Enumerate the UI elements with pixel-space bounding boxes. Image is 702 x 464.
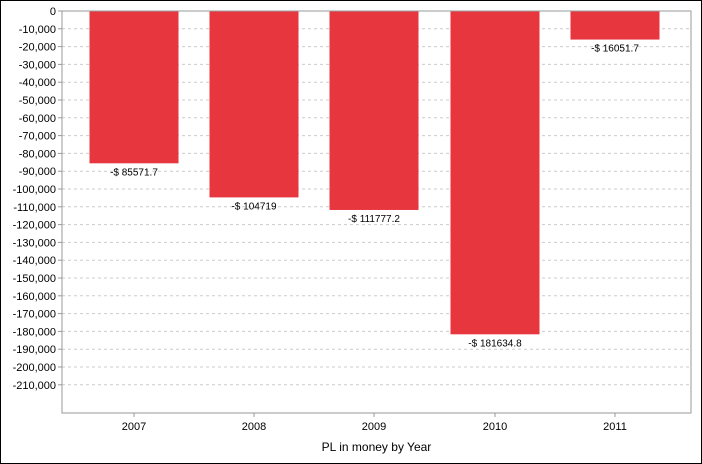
y-tick-label: -70,000 [19, 131, 56, 143]
y-tick-label: -130,000 [13, 237, 56, 249]
y-tick-label: -160,000 [13, 291, 56, 303]
x-tick-label-2008: 2008 [242, 421, 266, 433]
bars [89, 11, 660, 335]
y-tick-label: -30,000 [19, 59, 56, 71]
data-label-2007: -$ 85571.7 [110, 167, 158, 178]
y-tick-label: -50,000 [19, 95, 56, 107]
y-tick-label: -10,000 [19, 24, 56, 36]
y-tick-label: -200,000 [13, 362, 56, 374]
x-tick-label-2007: 2007 [122, 421, 146, 433]
y-tick-label: 0 [50, 6, 56, 18]
y-tick-label: -40,000 [19, 77, 56, 89]
bar-2010 [450, 11, 540, 335]
y-tick-label: -120,000 [13, 220, 56, 232]
data-label-2009: -$ 111777.2 [348, 214, 400, 225]
bar-2011 [570, 11, 660, 40]
plot-area-border [61, 10, 692, 414]
x-tick-label-2009: 2009 [362, 421, 386, 433]
data-label-2010: -$ 181634.8 [468, 338, 522, 349]
y-tick-label: -170,000 [13, 309, 56, 321]
data-label-2008: -$ 104719 [231, 201, 276, 212]
bar-2008 [209, 11, 299, 198]
x-tick-label-2010: 2010 [483, 421, 507, 433]
y-tick-label: -190,000 [13, 344, 56, 356]
y-tick-label: -140,000 [13, 255, 56, 267]
y-tick-label: -110,000 [13, 202, 56, 214]
y-tick-label: -150,000 [13, 273, 56, 285]
y-tick-label: -180,000 [13, 326, 56, 338]
bar-2009 [329, 11, 419, 210]
y-axis-ticks: 0 -10,000 -20,000 -30,000 -40,000 -50,000 -60,… [13, 6, 62, 392]
y-tick-label: -210,000 [13, 380, 56, 392]
data-labels: -$ 85571.7 -$ 104719 -$ 111777.2 -$ 181634.… [110, 44, 639, 350]
x-axis-title: PL in money by Year [322, 440, 432, 454]
x-tick-label-2011: 2011 [603, 421, 627, 433]
x-axis-ticks: 2007 2008 2009 2010 2011 [122, 413, 627, 433]
y-tick-label: -100,000 [13, 184, 56, 196]
y-tick-label: -60,000 [19, 113, 56, 125]
y-tick-label: -80,000 [19, 148, 56, 160]
y-tick-label: -90,000 [19, 166, 56, 178]
y-tick-label: -20,000 [19, 42, 56, 54]
data-label-2011: -$ 16051.7 [591, 44, 639, 55]
bar-2007 [89, 11, 179, 164]
